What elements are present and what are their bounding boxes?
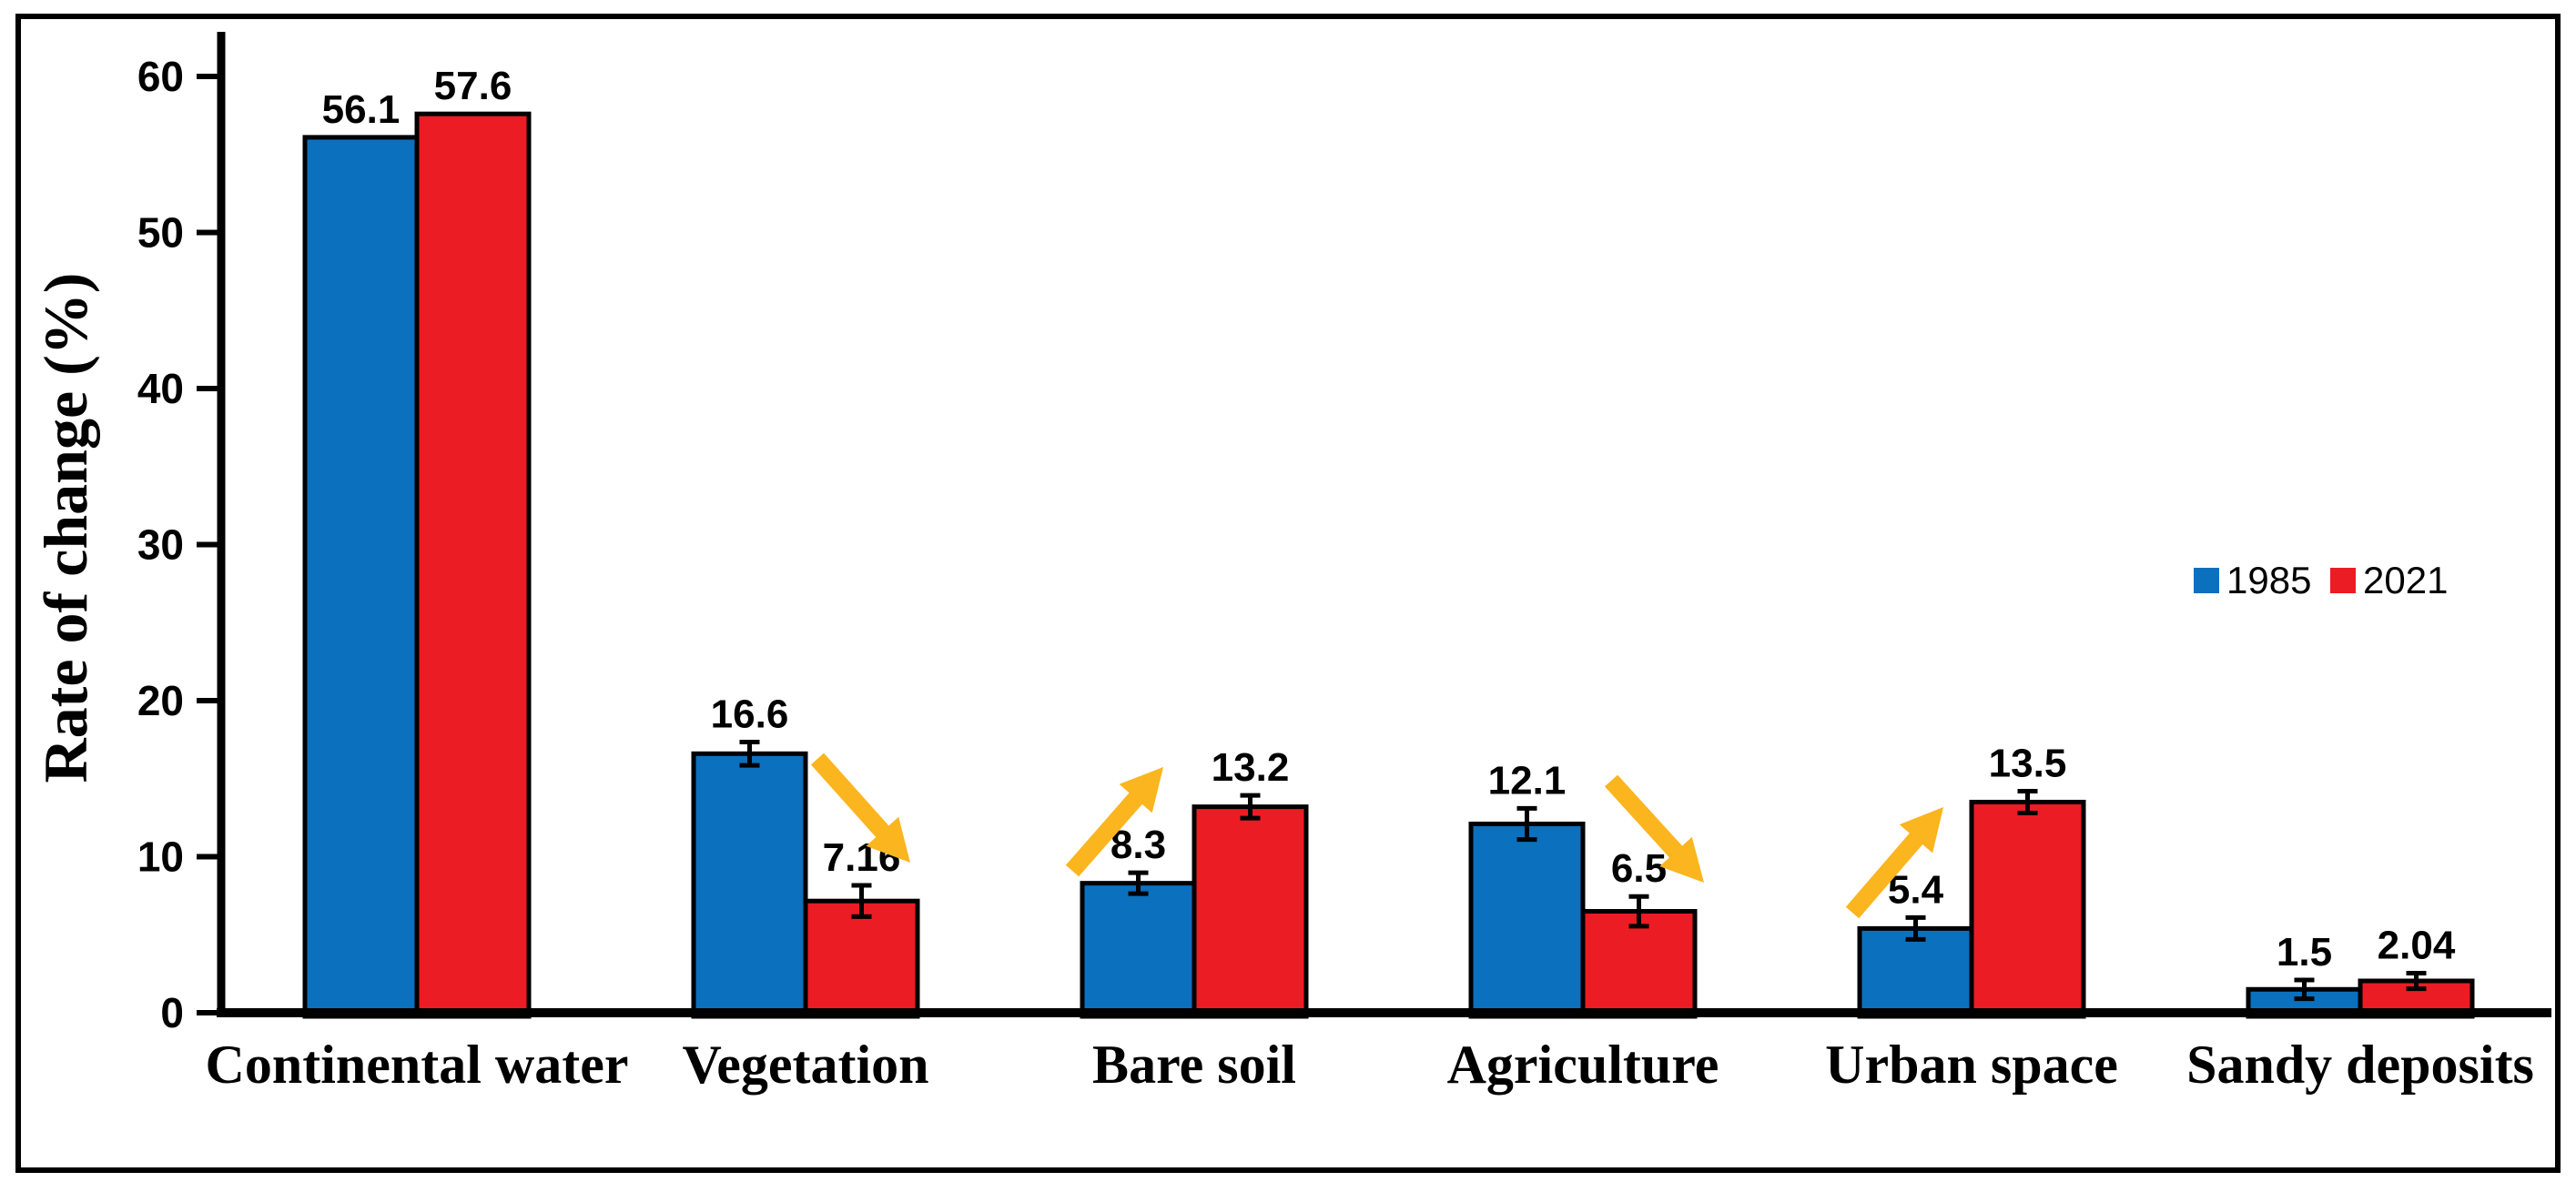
y-axis-title: Rate of change (%) <box>31 273 100 783</box>
value-label-1985-continental-water: 56.1 <box>322 87 401 132</box>
figure-frame <box>15 14 2561 1173</box>
legend: 1985 2021 <box>2194 559 2448 601</box>
y-tick-label-60: 60 <box>137 53 184 100</box>
value-label-1985-bare-soil: 8.3 <box>1111 823 1166 867</box>
legend-label-2021: 2021 <box>2363 559 2448 601</box>
category-label-agriculture: Agriculture <box>1447 1035 1719 1095</box>
y-tick-label-20: 20 <box>137 677 184 724</box>
trend-arrow-up-urban-space-shaft <box>1845 829 1927 919</box>
bar-1985-continental-water <box>302 135 420 1019</box>
value-label-2021-sandy-deposits: 2.04 <box>2378 923 2456 967</box>
value-label-2021-agriculture: 6.5 <box>1611 846 1667 891</box>
category-labels-layer: Continental water Vegetation Bare soil Agri… <box>206 1035 2534 1095</box>
y-tick-label-10: 10 <box>137 833 184 881</box>
bar-1985-agriculture <box>1468 821 1586 1019</box>
category-label-sandy-deposits: Sandy deposits <box>2186 1035 2534 1095</box>
legend-swatch-1985 <box>2194 568 2219 593</box>
value-label-2021-urban-space: 13.5 <box>1989 741 2067 785</box>
value-labels-layer: 56.157.616.67.16 8.313.2 12.16.5 5.413.51.5… <box>322 64 2456 975</box>
value-label-1985-sandy-deposits: 1.5 <box>2277 930 2332 975</box>
value-label-1985-vegetation: 16.6 <box>711 692 789 736</box>
trend-arrow-down-agriculture-head <box>1659 836 1704 883</box>
error-bars-layer <box>739 739 2427 1002</box>
value-label-2021-bare-soil: 13.2 <box>1212 745 1290 790</box>
trend-arrow-up-urban-space-head <box>1899 807 1943 854</box>
bar-2021-urban-space <box>1969 799 2086 1019</box>
y-tick-label-40: 40 <box>137 365 184 412</box>
value-label-1985-urban-space: 5.4 <box>1888 867 1944 912</box>
trend-arrow-up-bare-soil-shaft <box>1065 788 1146 877</box>
category-label-bare-soil: Bare soil <box>1092 1035 1296 1095</box>
bars-layer <box>302 111 2475 1019</box>
category-label-urban-space: Urban space <box>1825 1035 2118 1095</box>
y-tick-label-30: 30 <box>137 521 184 569</box>
bar-1985-bare-soil <box>1080 881 1197 1019</box>
trend-arrows-layer <box>810 753 1943 919</box>
value-label-1985-agriculture: 12.1 <box>1488 758 1567 803</box>
category-label-continental-water: Continental water <box>206 1035 629 1095</box>
legend-label-1985: 1985 <box>2226 559 2311 601</box>
y-ticks-layer: 0 10 20 30 40 50 60 <box>137 53 221 1036</box>
trend-arrow-down-vegetation-head <box>866 816 910 863</box>
legend-swatch-2021 <box>2330 568 2356 593</box>
trend-arrow-up-bare-soil-head <box>1119 767 1163 813</box>
trend-arrow-down-agriculture-shaft <box>1604 774 1687 862</box>
bar-2021-continental-water <box>414 111 532 1019</box>
value-label-2021-continental-water: 57.6 <box>434 64 512 108</box>
bar-2021-bare-soil <box>1192 804 1309 1019</box>
y-tick-label-0: 0 <box>160 989 184 1036</box>
y-tick-label-50: 50 <box>137 209 184 257</box>
bar-1985-vegetation <box>691 751 808 1019</box>
trend-arrow-down-vegetation-shaft <box>810 753 893 842</box>
category-label-vegetation: Vegetation <box>682 1035 928 1095</box>
